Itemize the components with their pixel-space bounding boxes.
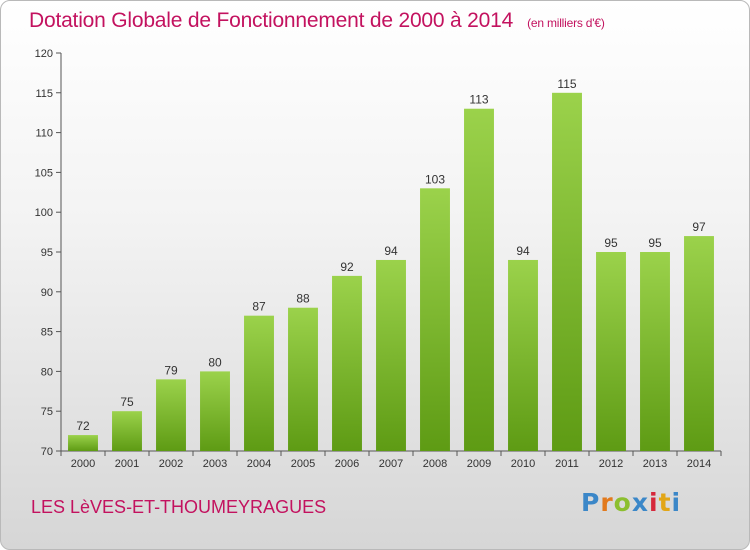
chart-bars [68,92,714,452]
proxiti-logo[interactable]: Proxiti [581,488,681,517]
data-label-2007: 94 [384,244,398,258]
commune-name: LES LèVES-ET-THOUMEYRAGUES [31,497,327,517]
logo-letter: x [631,488,649,517]
logo-letter: r [600,488,614,517]
chart-title-text: Dotation Globale de Fonctionnement de 20… [29,9,514,32]
data-label-2002: 79 [164,363,178,377]
data-label-2003: 80 [208,355,222,369]
data-label-2001: 75 [120,395,134,409]
logo-letter: o [613,488,632,517]
x-tick-label-2005: 2005 [291,458,315,470]
x-tick-label-2001: 2001 [115,458,139,470]
data-label-2005: 88 [296,292,310,306]
x-tick-label-2004: 2004 [247,458,271,470]
x-tick-label-2013: 2013 [643,458,667,470]
data-label-2011: 115 [557,77,576,91]
bar-2012 [596,252,626,451]
data-label-2009: 113 [469,93,488,107]
y-tick-label: 75 [41,406,53,418]
y-tick-label: 120 [35,48,53,60]
data-label-2013: 95 [648,236,662,250]
chart-unit: (en milliers d'€) [527,16,605,30]
data-label-2014: 97 [692,220,706,234]
x-tick-label-2000: 2000 [71,458,95,470]
logo-letter: t [658,488,672,517]
x-tick-label-2003: 2003 [203,458,227,470]
x-tick-label-2012: 2012 [599,458,623,470]
chart-title: Dotation Globale de Fonctionnement de 20… [29,9,605,33]
bar-2013 [640,252,670,451]
y-tick-label: 90 [41,287,53,299]
bar-2007 [376,259,406,451]
data-label-2010: 94 [516,244,530,258]
x-tick-label-2009: 2009 [467,458,491,470]
y-tick-label: 110 [35,128,53,140]
data-label-2012: 95 [604,236,618,250]
data-label-2004: 87 [252,300,266,314]
bar-2003 [200,371,230,451]
y-tick-label: 80 [41,366,53,378]
x-tick-label-2007: 2007 [379,458,403,470]
x-tick-label-2008: 2008 [423,458,447,470]
x-tick-label-2011: 2011 [555,458,579,470]
data-label-2008: 103 [425,172,445,186]
y-tick-label: 115 [35,88,53,100]
y-tick-label: 70 [41,446,53,458]
bar-2000 [68,435,98,451]
bar-2014 [684,236,714,451]
x-tick-label-2014: 2014 [687,458,711,470]
y-tick-label: 85 [41,327,53,339]
bar-2002 [156,379,186,451]
bar-2008 [420,188,450,451]
y-tick-label: 100 [35,207,53,219]
data-label-2006: 92 [340,260,354,274]
chart-labels: 72 2000 75 2001 79 2002 80 2003 87 2004 88 2005 92 20… [71,77,711,470]
y-tick-label: 95 [41,247,53,259]
bar-2005 [288,307,318,451]
x-tick-label-2010: 2010 [511,458,535,470]
bar-2009 [464,108,494,451]
logo-letter: P [581,488,601,517]
bar-2004 [244,315,274,451]
bar-2006 [332,275,362,451]
y-tick-label: 105 [35,167,53,179]
bar-2010 [508,259,538,451]
x-tick-label-2006: 2006 [335,458,359,470]
logo-letter: i [649,488,659,517]
bar-2011 [552,92,582,452]
logo-letter: i [671,488,682,517]
data-label-2000: 72 [76,419,90,433]
x-tick-label-2002: 2002 [159,458,183,470]
bar-2001 [112,411,142,451]
